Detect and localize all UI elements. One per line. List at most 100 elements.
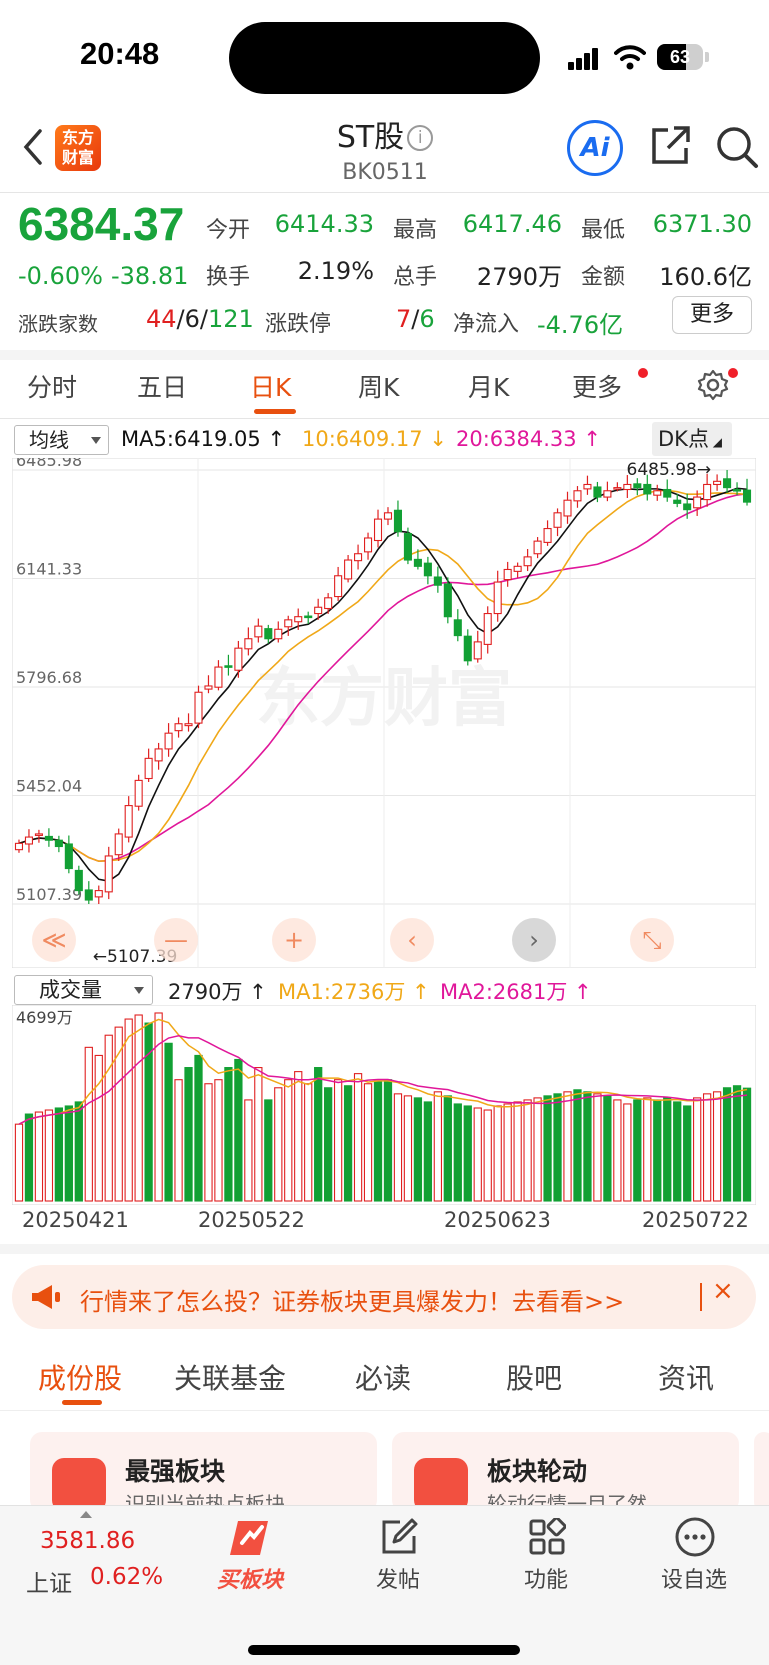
tab-must-read[interactable]: 必读 — [355, 1362, 412, 1395]
svg-text:›: › — [529, 926, 539, 954]
tab-constituents[interactable]: 成份股 — [38, 1362, 123, 1395]
candle-body — [144, 757, 153, 780]
candle-body — [503, 568, 512, 581]
index-percent[interactable]: 0.62% — [90, 1564, 164, 1590]
volume-bar — [214, 1079, 223, 1202]
back-icon[interactable] — [18, 125, 48, 169]
indicator-select-value: 均线 — [29, 428, 69, 452]
volume-bar — [104, 1034, 113, 1202]
candle-body — [64, 843, 73, 870]
functions-grid-icon[interactable] — [528, 1518, 566, 1556]
volume-bar — [393, 1093, 403, 1202]
more-button[interactable]: 更多 — [672, 296, 752, 334]
zoom-in-icon[interactable]: + — [272, 918, 316, 962]
logo-line1: 东方 — [61, 128, 94, 147]
indicator-select[interactable]: 均线 — [14, 425, 109, 455]
strongest-sector-card[interactable]: 最强板块 识别当前热点板块 — [30, 1432, 377, 1512]
dk-point-button[interactable]: DK点 ◢ — [652, 422, 732, 456]
banner-divider — [700, 1283, 702, 1311]
volume-bar — [64, 1105, 73, 1202]
ai-button[interactable]: Ai — [567, 120, 623, 176]
tab-intraday[interactable]: 分时 — [27, 373, 78, 402]
volume-bar — [194, 1054, 203, 1202]
volume-ma-line — [18, 1035, 748, 1125]
volume-bar — [244, 1099, 253, 1202]
info-icon[interactable]: i — [407, 125, 434, 151]
index-value[interactable]: 3581.86 — [40, 1528, 136, 1554]
candle-body — [703, 483, 712, 501]
candle-body — [523, 556, 532, 567]
candle-body — [742, 489, 752, 503]
ma5-value: MA5:6419.05 — [121, 427, 261, 451]
zoom-out-icon[interactable]: — — [154, 918, 198, 962]
high-label: 最高 — [393, 218, 438, 243]
volume-bar — [643, 1097, 652, 1202]
sector-rotation-card[interactable]: 板块轮动 轮动行情一目了然 — [392, 1432, 739, 1512]
volume-bar — [742, 1087, 752, 1202]
volume-bar — [254, 1067, 263, 1202]
volume-select[interactable]: 成交量 — [14, 975, 153, 1005]
volume-chart[interactable]: 4699万 — [12, 1005, 756, 1205]
battery-level: 63 — [669, 47, 691, 67]
tab-monthly-k[interactable]: 月K — [468, 373, 510, 402]
expand-up-icon[interactable] — [80, 1511, 92, 1518]
tab-weekly-k[interactable]: 周K — [358, 373, 400, 402]
tab-more[interactable]: 更多 — [572, 373, 623, 402]
volume-ma2: MA2:2681万 — [440, 980, 568, 1004]
favorite-dots-icon[interactable] — [674, 1516, 716, 1558]
volume-bar — [683, 1105, 692, 1202]
tab-related-funds[interactable]: 关联基金 — [174, 1362, 287, 1395]
volume-bar — [732, 1085, 742, 1202]
volume-bar — [124, 1018, 133, 1202]
volume-bar — [324, 1087, 333, 1202]
promo-banner[interactable] — [12, 1265, 756, 1329]
buy-sector-label[interactable]: 买板块 — [216, 1568, 283, 1593]
settings-notification-dot — [728, 368, 738, 378]
search-icon[interactable] — [714, 124, 760, 170]
add-favorite-label[interactable]: 设自选 — [660, 1568, 727, 1593]
share-icon[interactable] — [648, 124, 692, 168]
edit-post-icon[interactable] — [380, 1518, 418, 1556]
y-tick-label: 6485.98 — [16, 458, 82, 470]
ma10-legend: 10:6409.17 ↓ — [302, 427, 447, 451]
tab-daily-k[interactable]: 日K — [250, 373, 292, 402]
tab-forum[interactable]: 股吧 — [506, 1362, 563, 1395]
scroll-left-icon[interactable]: ‹ — [390, 918, 434, 962]
svg-text:‹: ‹ — [407, 926, 417, 954]
tab-five-day[interactable]: 五日 — [137, 373, 188, 402]
candle-body — [134, 779, 143, 807]
y-tick-label: 5796.68 — [16, 668, 82, 687]
x-axis-date: 20250421 — [22, 1208, 129, 1232]
index-name[interactable]: 上证 — [26, 1571, 72, 1597]
fullscreen-icon[interactable]: ⤡ — [630, 918, 674, 962]
scroll-right-icon[interactable]: › — [512, 918, 556, 962]
volume-bar — [583, 1091, 592, 1202]
candle-body — [304, 615, 313, 619]
banner-text[interactable]: 行情来了怎么投？证券板块更具爆发力！去看看>> — [80, 1288, 625, 1316]
volume-bar — [493, 1105, 502, 1202]
close-icon[interactable]: × — [712, 1276, 734, 1306]
page-title[interactable]: ST股 i — [300, 112, 470, 156]
candle-body — [14, 842, 24, 851]
functions-label[interactable]: 功能 — [523, 1568, 568, 1593]
volume-bar — [613, 1099, 622, 1202]
candle-body — [84, 889, 93, 901]
next-card-peek[interactable] — [754, 1432, 769, 1512]
post-label[interactable]: 发帖 — [375, 1568, 420, 1593]
candlestick-chart[interactable]: 6485.98 6141.33 5796.68 5452.04 5107.39 东方财富 6… — [12, 458, 756, 968]
title-text: ST股 — [336, 120, 405, 155]
candle-body — [344, 559, 353, 580]
candle-body — [74, 869, 83, 892]
settings-icon[interactable] — [696, 368, 730, 402]
battery-icon: 63 — [657, 44, 703, 70]
down-count: 121 — [208, 305, 254, 333]
volume-current: 2790万 — [168, 980, 243, 1004]
volume-bar — [653, 1099, 662, 1202]
buy-sector-icon[interactable] — [224, 1515, 274, 1559]
y-tick-label: 5107.39 — [16, 885, 82, 904]
tab-news[interactable]: 资讯 — [658, 1362, 715, 1395]
section-gap — [0, 1244, 769, 1254]
svg-text:⤡: ⤡ — [642, 926, 661, 954]
zoom-back-icon[interactable]: ≪ — [32, 918, 76, 962]
rotation-icon — [414, 1458, 468, 1512]
